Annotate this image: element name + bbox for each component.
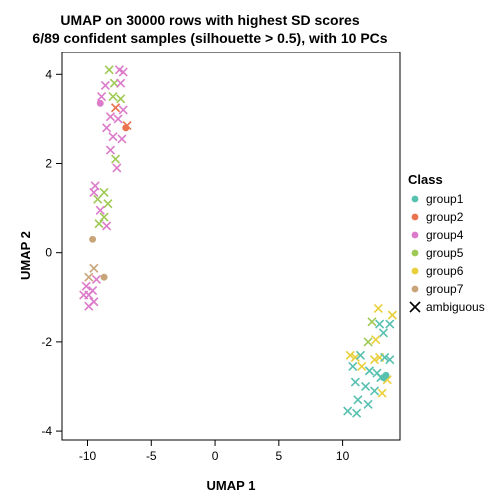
legend-label: group4	[426, 228, 463, 242]
y-tick-label: -2	[41, 335, 52, 349]
legend-item: ambiguous	[408, 298, 485, 316]
legend-label: ambiguous	[426, 300, 485, 314]
legend-label: group5	[426, 246, 463, 260]
x-tick-label: 10	[336, 449, 350, 463]
legend: group1 group2 group4 group5 group6 group7 ambi…	[408, 190, 485, 316]
data-point-dot	[382, 372, 389, 379]
legend-label: group2	[426, 210, 463, 224]
chart-title-line1: UMAP on 30000 rows with highest SD score…	[0, 12, 420, 30]
y-tick-label: 4	[45, 67, 52, 81]
x-tick-label: 0	[212, 449, 219, 463]
data-point-dot	[89, 236, 96, 243]
data-point-dot	[101, 274, 108, 281]
legend-label: group7	[426, 282, 463, 296]
legend-item: group1	[408, 190, 485, 208]
y-tick-label: 0	[45, 246, 52, 260]
data-point-dot	[122, 124, 129, 131]
x-tick-label: -10	[79, 449, 97, 463]
legend-item: group6	[408, 262, 485, 280]
chart-title: UMAP on 30000 rows with highest SD score…	[0, 12, 420, 47]
legend-label: group6	[426, 264, 463, 278]
data-point-dot	[97, 100, 104, 107]
x-tick-label: -5	[146, 449, 157, 463]
points-layer	[80, 66, 397, 417]
legend-item: group7	[408, 280, 485, 298]
y-tick-label: -4	[41, 424, 52, 438]
legend-label: group1	[426, 192, 463, 206]
legend-item: group5	[408, 244, 485, 262]
x-tick-label: 5	[275, 449, 282, 463]
chart-title-line2: 6/89 confident samples (silhouette > 0.5…	[0, 30, 420, 48]
scatter-plot-area: -10 -5 0 5 10 -4 -2 0 2 4	[17, 52, 415, 490]
legend-item: group4	[408, 226, 485, 244]
legend-item: group2	[408, 208, 485, 226]
y-tick-label: 2	[45, 156, 52, 170]
umap-scatter-chart: { "chart": { "type": "scatter", "width_p…	[0, 0, 504, 504]
